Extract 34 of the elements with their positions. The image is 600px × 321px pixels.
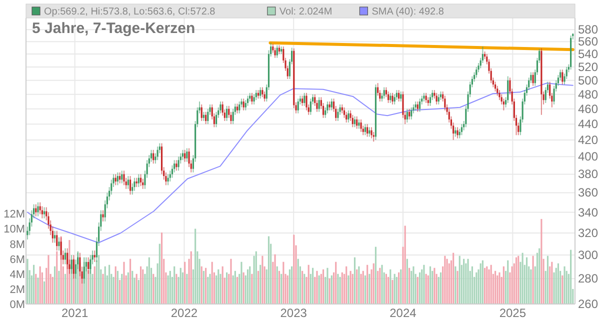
y-tick-label: 540	[578, 47, 598, 62]
y-tick-label: 440	[578, 117, 598, 132]
y-tick-label: 400	[578, 150, 598, 164]
legend-label: SMA (40): 492.8	[372, 6, 444, 18]
legend-label: Vol: 2.024M	[279, 6, 332, 18]
y-tick-label: 580	[578, 22, 598, 37]
y-tick-label: 500	[578, 73, 598, 88]
x-tick-label: 2021	[61, 306, 89, 320]
y2-tick-label: 6M	[10, 254, 25, 266]
y-tick-label: 380	[578, 167, 598, 182]
y2-tick-label: 8M	[10, 238, 25, 251]
y2-tick-label: 0M	[10, 299, 25, 311]
chart-title: 5 Jahre, 7-Tage-Kerzen	[32, 20, 196, 37]
y-tick-label: 480	[578, 87, 598, 102]
legend-label: Op:569.2, Hi:573.8, Lo:563.6, Cl:572.8	[44, 6, 216, 18]
y-tick-label: 260	[578, 297, 598, 311]
y-tick-label: 340	[578, 205, 598, 220]
y2-tick-label: 4M	[10, 268, 25, 281]
y-tick-label: 360	[578, 186, 598, 200]
y-tick-label: 280	[578, 272, 598, 286]
y2-tick-label: 10M	[4, 224, 25, 236]
y-tick-label: 300	[578, 248, 598, 262]
line-series	[27, 82, 574, 244]
y2-tick-label: 12M	[4, 208, 25, 221]
y2-tick-label: 2M	[10, 284, 25, 296]
y-tick-label: 320	[578, 226, 598, 240]
x-tick-label: 2022	[170, 306, 198, 320]
y-tick-label: 420	[578, 132, 598, 147]
x-tick-label: 2024	[390, 306, 417, 320]
y-tick-label: 560	[578, 34, 598, 49]
y-tick-label: 520	[578, 60, 598, 74]
x-tick-label: 2025	[499, 306, 526, 320]
x-tick-label: 2023	[280, 306, 308, 320]
y-tick-label: 460	[578, 102, 598, 116]
